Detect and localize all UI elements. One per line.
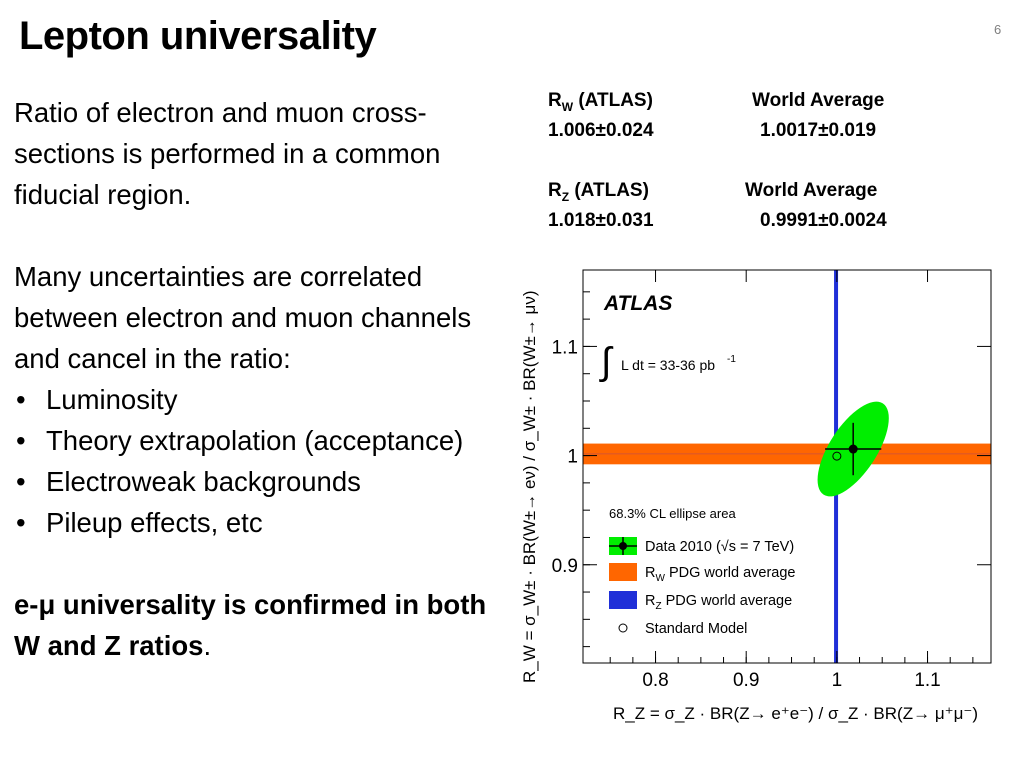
uncertainties-paragraph: Many uncertainties are correlated betwee… (14, 261, 472, 374)
legend-label: Standard Model (645, 621, 747, 637)
x-tick-label: 1 (832, 670, 843, 691)
slide-title: Lepton universality (19, 14, 377, 58)
x-tick-label: 1.1 (914, 670, 940, 691)
integral-sign: ∫ (599, 341, 614, 383)
legend-label: RZ PDG world average (645, 593, 792, 612)
plot-frame (582, 269, 992, 664)
ellipse-note: 68.3% CL ellipse area (609, 506, 736, 521)
legend-sm-marker (618, 623, 628, 633)
y-axis-title: R_W = σ_W± · BR(W±→ eν) / σ_W± · BR(W±→ … (520, 290, 539, 683)
rw-world-average-label: World Average (752, 90, 885, 111)
ratio-chart: 0.8 0.9 1 1.1 0.9 1 1.1 R_Z = σ_Z · BR(Z→ e⁺e⁻)… (520, 269, 992, 723)
legend-rz-swatch (609, 591, 637, 609)
rw-world-average-value: 1.0017±0.019 (760, 120, 877, 141)
rz-atlas-value: 1.018±0.031 (548, 210, 654, 231)
x-tick-label: 0.9 (733, 670, 759, 691)
legend-rw-swatch (609, 563, 637, 581)
rz-label: RZ (ATLAS) (548, 180, 649, 204)
y-tick-label: 1 (567, 447, 578, 468)
rw-label: RW (ATLAS) (548, 90, 653, 114)
ratio-values: RW (ATLAS) World Average 1.006±0.024 1.0… (548, 86, 887, 236)
experiment-label: ATLAS (603, 292, 672, 315)
standard-model-marker (832, 451, 842, 461)
rz-world-average-value: 0.9991±0.0024 (760, 210, 887, 231)
bullet-list: Luminosity Theory extrapolation (accepta… (14, 379, 514, 543)
bullet-item: Electroweak backgrounds (14, 461, 514, 502)
rz-world-average-label: World Average (745, 180, 878, 201)
y-tick-label: 1.1 (552, 337, 578, 358)
conclusion-end: . (203, 630, 212, 661)
rw-atlas-value: 1.006±0.024 (548, 120, 654, 141)
plot-area (583, 270, 991, 663)
luminosity-text: L dt = 33-36 pb (621, 357, 715, 373)
bullet-item: Luminosity (14, 379, 514, 420)
slide-number: 6 (994, 22, 1002, 37)
legend-label: Data 2010 (√s = 7 TeV) (645, 539, 794, 555)
legend-label: RW PDG world average (645, 565, 796, 584)
bullet-item: Pileup effects, etc (14, 502, 514, 543)
bullet-item: Theory extrapolation (acceptance) (14, 420, 514, 461)
data-point (848, 444, 858, 454)
y-tick-label: 0.9 (552, 556, 578, 577)
intro-paragraph: Ratio of electron and muon cross-section… (14, 97, 441, 210)
luminosity-superscript: -1 (727, 354, 736, 365)
x-axis-title: R_Z = σ_Z · BR(Z→ e⁺e⁻) / σ_Z · BR(Z→ μ⁺… (613, 704, 978, 723)
x-tick-label: 0.8 (642, 670, 668, 691)
conclusion-bold: e-μ universality is confirmed in both W … (14, 589, 487, 661)
slide-body: Ratio of electron and muon cross-section… (14, 92, 514, 666)
conclusion-paragraph: e-μ universality is confirmed in both W … (14, 584, 514, 666)
legend-data-marker (619, 542, 627, 550)
